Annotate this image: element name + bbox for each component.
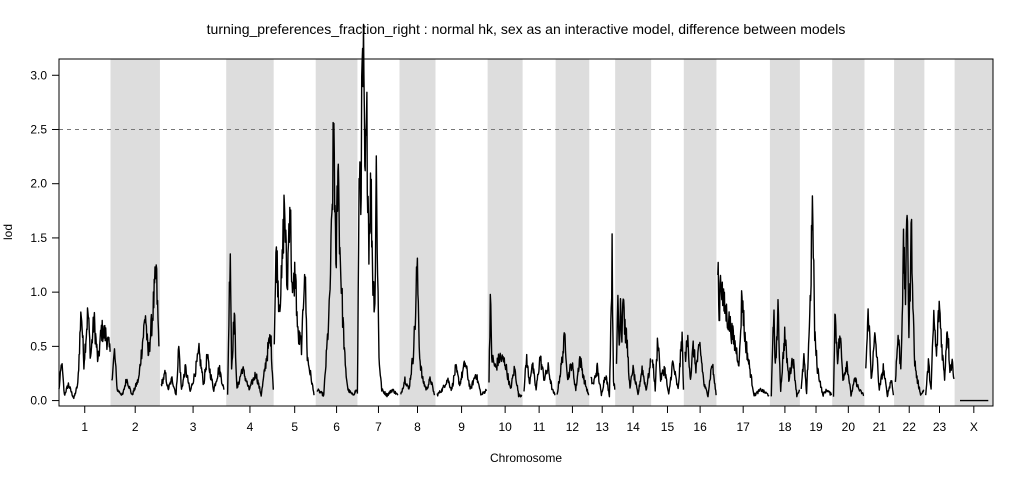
x-tick-label-chr-7: 7: [375, 420, 382, 434]
y-axis: 0.0 0.5 1.0 1.5 2.0 2.5 3.0: [30, 68, 59, 408]
x-tick-label-chr-8: 8: [414, 420, 421, 434]
lod-line-chr-19: [800, 195, 833, 397]
chart-title: turning_preferences_fraction_right : nor…: [207, 21, 846, 37]
x-tick-label-chr-20: 20: [842, 420, 856, 434]
shade-chr-8: [399, 59, 436, 406]
y-tick-label: 0.0: [30, 394, 47, 408]
x-tick-label-chr-22: 22: [903, 420, 917, 434]
lod-line-chr-10: [488, 293, 523, 398]
shade-chr-22: [894, 59, 925, 406]
x-tick-label-chr-13: 13: [596, 420, 610, 434]
x-tick-label-chr-5: 5: [291, 420, 298, 434]
x-tick-label-chr-1: 1: [81, 420, 88, 434]
x-tick-label-chr-12: 12: [566, 420, 580, 434]
lod-line-chr-20: [832, 313, 865, 397]
lod-line-chr-18: [770, 299, 801, 398]
lod-line-chr-16: [684, 334, 717, 398]
x-tick-label-chr-14: 14: [626, 420, 640, 434]
x-tick-label-chr-21: 21: [873, 420, 887, 434]
lod-line-chr-9: [436, 360, 488, 397]
lod-line-chr-22: [894, 214, 925, 396]
x-tick-label-chr-3: 3: [190, 420, 197, 434]
x-tick-label-chr-10: 10: [498, 420, 512, 434]
lod-line-chr-7: [356, 23, 399, 398]
lod-line-chr-15: [651, 331, 685, 395]
x-tick-label-chr-2: 2: [132, 420, 139, 434]
x-tick-label-chr-9: 9: [458, 420, 465, 434]
lod-line-chr-13: [590, 233, 616, 398]
lod-line-chr-2: [111, 264, 160, 396]
y-tick-label: 1.0: [30, 285, 47, 299]
plot-frame: [58, 58, 994, 407]
shade-chr-14: [615, 59, 652, 406]
shade-chr-4: [226, 59, 274, 406]
x-axis: 1 2 3 4 5 6 7 8 9 10 11 12 13 14 15 16 17 18 19 20 21 22 23 X: [81, 406, 978, 434]
y-axis-label: lod: [1, 224, 15, 240]
y-tick-label: 1.5: [30, 231, 47, 245]
y-tick-label: 3.0: [30, 68, 47, 82]
x-tick-label-chr-18: 18: [778, 420, 792, 434]
lod-line-chr-17: [717, 261, 770, 397]
lod-series: [58, 23, 989, 402]
shade-chr-12: [555, 59, 590, 406]
lod-line-chr-6: [316, 121, 358, 397]
x-tick-label-chr-19: 19: [809, 420, 823, 434]
lod-line-chr-12: [556, 332, 590, 396]
lod-line-chr-21: [865, 308, 895, 398]
lod-line-chr-8: [400, 257, 436, 396]
lod-line-chr-5: [273, 194, 315, 396]
y-tick-label: 2.0: [30, 177, 47, 191]
x-tick-label-chr-4: 4: [247, 420, 254, 434]
x-tick-label-chr-17: 17: [737, 420, 751, 434]
shade-chr-2: [110, 59, 160, 406]
x-tick-label-chr-15: 15: [661, 420, 675, 434]
x-tick-label-chr-23: 23: [933, 420, 947, 434]
lod-line-chr-14: [615, 294, 652, 396]
y-tick-label: 0.5: [30, 339, 47, 353]
x-tick-label-chr-X: X: [970, 420, 978, 434]
y-tick-label: 2.5: [30, 122, 47, 136]
chromosome-shading: [110, 59, 993, 406]
lod-line-chr-1: [58, 307, 111, 400]
x-tick-label-chr-11: 11: [533, 420, 546, 434]
x-axis-label: Chromosome: [490, 451, 562, 465]
lod-line-chr-3: [160, 342, 225, 396]
shade-chr-X: [954, 59, 993, 406]
x-tick-label-chr-6: 6: [333, 420, 340, 434]
lod-line-chr-11: [523, 353, 556, 396]
lod-line-chr-23: [925, 300, 955, 396]
shade-chr-10: [487, 59, 523, 406]
x-tick-label-chr-16: 16: [693, 420, 707, 434]
lod-line-chr-4: [226, 253, 274, 397]
